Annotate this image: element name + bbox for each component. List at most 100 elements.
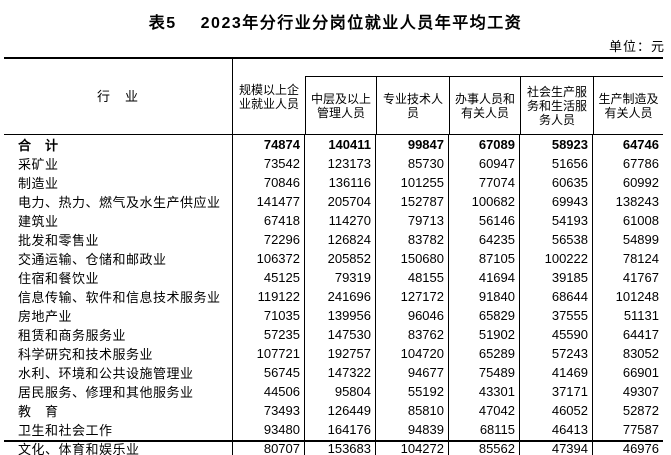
table-row: 批发和零售业 72296 126824 83782 64235 56538 54… (4, 230, 663, 249)
value-cell: 52872 (622, 403, 659, 418)
value-cell: 205704 (305, 192, 376, 211)
value-cell: 60635 (520, 173, 593, 192)
value-cell: 64417 (622, 327, 659, 342)
value-cell: 65289 (449, 344, 520, 363)
value-cell: 57243 (520, 344, 593, 363)
value-cell: 127172 (376, 287, 449, 306)
value-cell: 77074 (449, 173, 520, 192)
value-cell: 51902 (449, 325, 520, 344)
value-cell: 77587 (622, 422, 659, 437)
value-cell: 79319 (305, 268, 376, 287)
value-cell: 57235 (233, 325, 305, 344)
value-cell: 73493 (233, 401, 305, 420)
value-cell: 39185 (520, 268, 593, 287)
value-cell: 60947 (449, 154, 520, 173)
industry-name-cell: 交通运输、仓储和邮政业 (4, 249, 233, 268)
value-cell: 147530 (305, 325, 376, 344)
value-cell: 47042 (449, 401, 520, 420)
table-row: 采矿业 73542 123173 85730 60947 51656 67786 (4, 154, 663, 173)
value-cell: 126824 (305, 230, 376, 249)
value-cell: 101255 (376, 173, 449, 192)
table-row: 信息传输、软件和信息技术服务业 119122 241696 127172 918… (4, 287, 663, 306)
industry-name-cell: 居民服务、修理和其他服务业 (4, 382, 233, 401)
value-cell: 119122 (233, 287, 305, 306)
value-cell: 96046 (376, 306, 449, 325)
value-cell: 87105 (449, 249, 520, 268)
value-cell: 37555 (520, 306, 593, 325)
value-cell: 74874 (233, 135, 305, 154)
table-row: 电力、热力、燃气及水生产供应业 141477 205704 152787 100… (4, 192, 663, 211)
value-cell: 67089 (449, 135, 520, 154)
value-cell: 164176 (305, 420, 376, 439)
table-row: 卫生和社会工作 93480 164176 94839 68115 46413 7… (4, 420, 663, 439)
value-cell: 85730 (376, 154, 449, 173)
table-row: 教 育 73493 126449 85810 47042 46052 52872 (4, 401, 663, 420)
value-cell: 54899 (622, 232, 659, 247)
value-cell: 51131 (623, 308, 659, 323)
industry-name-cell: 租赁和商务服务业 (4, 325, 233, 344)
value-cell: 46052 (520, 401, 593, 420)
value-cell: 66901 (622, 365, 659, 380)
header-manufacturing-related: 生产制造及 有关人员 (593, 77, 663, 134)
value-cell: 54193 (520, 211, 593, 230)
value-cell: 150680 (376, 249, 449, 268)
value-cell: 80707 (233, 439, 305, 455)
table-number-label: 表5 (148, 15, 177, 32)
industry-name-cell: 住宿和餐饮业 (4, 268, 233, 287)
wage-table: 行 业 规模以上企 业就业人员 中层及以上 管理人员 专业技术人 员 办事人员和… (4, 57, 663, 455)
table-row: 水利、环境和公共设施管理业 56745 147322 94677 75489 4… (4, 363, 663, 382)
value-cell: 138243 (615, 194, 659, 209)
industry-name-cell: 信息传输、软件和信息技术服务业 (4, 287, 233, 306)
industry-name-cell: 合 计 (4, 135, 233, 154)
table-row: 居民服务、修理和其他服务业 44506 95804 55192 43301 37… (4, 382, 663, 401)
table-row: 租赁和商务服务业 57235 147530 83762 51902 45590 … (4, 325, 663, 344)
value-cell: 85810 (376, 401, 449, 420)
value-cell: 101248 (615, 289, 659, 304)
value-cell: 56146 (449, 211, 520, 230)
table-title: 表5 2023年分行业分岗位就业人员年平均工资 (0, 9, 671, 33)
table-row: 交通运输、仓储和邮政业 106372 205852 150680 87105 1… (4, 249, 663, 268)
header-social-production-service: 社会生产服 务和生活服 务人员 (520, 77, 593, 134)
value-cell: 93480 (233, 420, 305, 439)
value-cell: 94839 (376, 420, 449, 439)
value-cell: 83782 (376, 230, 449, 249)
value-cell: 37171 (520, 382, 593, 401)
industry-name-cell: 文化、体育和娱乐业 (4, 439, 233, 455)
value-cell: 41469 (520, 363, 593, 382)
value-cell: 55192 (376, 382, 449, 401)
value-cell: 126449 (305, 401, 376, 420)
value-cell: 61008 (622, 213, 659, 228)
value-cell: 83762 (376, 325, 449, 344)
value-cell: 43301 (449, 382, 520, 401)
value-cell: 94677 (376, 363, 449, 382)
table-row: 建筑业 67418 114270 79713 56146 54193 61008 (4, 211, 663, 230)
industry-name-cell: 水利、环境和公共设施管理业 (4, 363, 233, 382)
table-row: 文化、体育和娱乐业 80707 153683 104272 85562 4739… (4, 439, 663, 455)
value-cell: 41694 (449, 268, 520, 287)
header-industry: 行 业 (4, 59, 233, 134)
value-cell: 85562 (449, 439, 520, 455)
value-cell: 153683 (305, 439, 376, 455)
header-middle-management: 中层及以上 管理人员 (305, 77, 376, 134)
value-cell: 78124 (622, 251, 659, 266)
industry-name-cell: 批发和零售业 (4, 230, 233, 249)
header-above-scale-employees: 规模以上企 业就业人员 (238, 82, 299, 111)
value-cell: 72296 (233, 230, 305, 249)
table-title-text: 2023年分行业分岗位就业人员年平均工资 (200, 15, 523, 32)
value-cell: 79713 (376, 211, 449, 230)
value-cell: 147322 (305, 363, 376, 382)
value-cell: 47394 (520, 439, 593, 455)
industry-name-cell: 建筑业 (4, 211, 233, 230)
value-cell: 67786 (622, 156, 659, 171)
value-cell: 41767 (622, 270, 659, 285)
value-cell: 45125 (233, 268, 305, 287)
industry-name-cell: 电力、热力、燃气及水生产供应业 (4, 192, 233, 211)
value-cell: 68644 (520, 287, 593, 306)
value-cell: 136116 (305, 173, 376, 192)
value-cell: 141477 (233, 192, 305, 211)
value-cell: 114270 (305, 211, 376, 230)
industry-name-cell: 卫生和社会工作 (4, 420, 233, 439)
value-cell: 48155 (376, 268, 449, 287)
value-cell: 83052 (622, 346, 659, 361)
